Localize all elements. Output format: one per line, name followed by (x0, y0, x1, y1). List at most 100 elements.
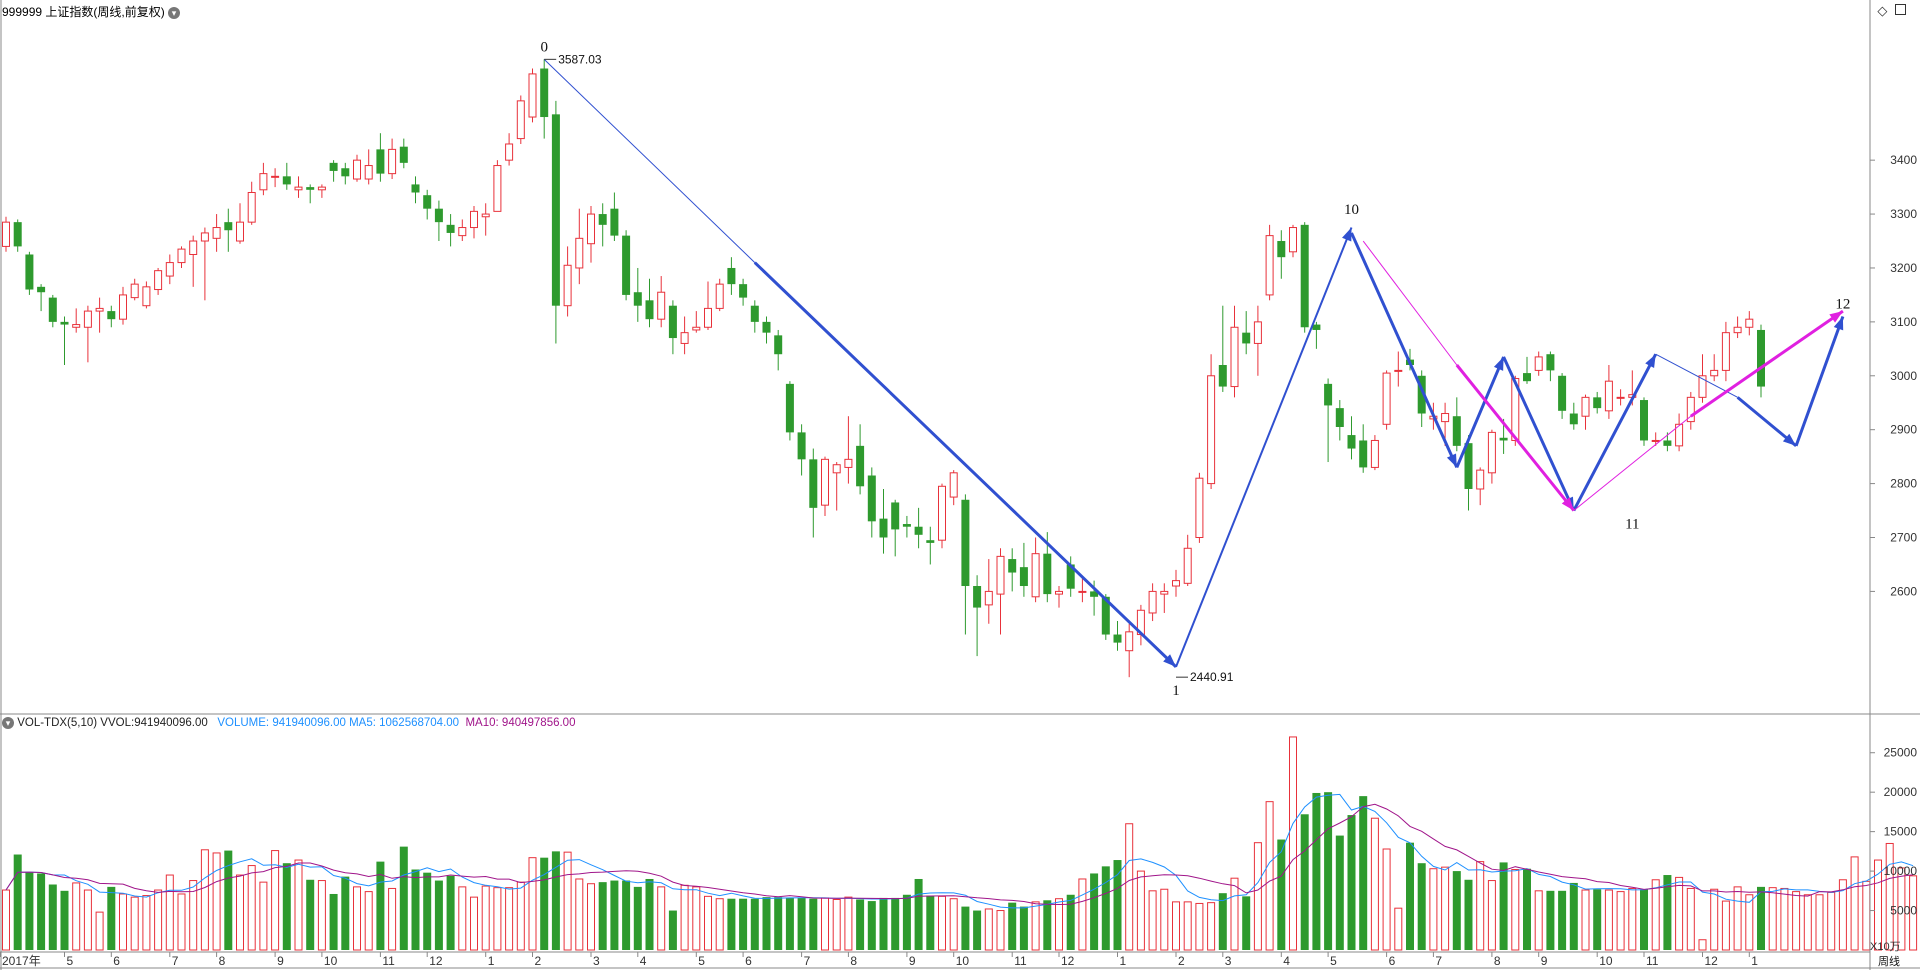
volume-bar (1546, 890, 1555, 950)
wave-arrowhead (1446, 453, 1457, 468)
chevron-down-icon[interactable]: ▾ (168, 6, 181, 19)
volume-bar (902, 894, 911, 950)
candle-body (1090, 591, 1099, 597)
annotation-label: 12 (1835, 296, 1850, 312)
candle-body (633, 292, 642, 306)
candle-body (1757, 329, 1765, 387)
volume-bar (329, 893, 338, 950)
volume-bar (785, 897, 794, 950)
wave-line (1362, 240, 1458, 366)
candle-body (1183, 547, 1192, 584)
candle-body (1487, 431, 1496, 474)
volume-bar (961, 906, 970, 950)
time-tick-label: 5 (67, 954, 74, 968)
candle-body (224, 222, 233, 231)
volume-tick-label: 5000 (1890, 904, 1917, 918)
candle-body (282, 176, 291, 185)
candle-body (271, 175, 280, 178)
candle-body (844, 458, 853, 468)
diamond-icon[interactable]: ◇ (1877, 3, 1888, 18)
candle-body (165, 262, 174, 277)
candle-body (60, 321, 69, 325)
candle-body (2, 221, 10, 247)
volume-bar (1464, 879, 1473, 950)
candle-body (434, 208, 443, 223)
volume-panel[interactable] (2, 736, 1918, 951)
volume-bar (177, 893, 186, 951)
volume-bar (797, 897, 806, 950)
ma5-line (5, 793, 1914, 909)
time-tick-label: 8 (1494, 954, 1501, 968)
candle-body (774, 335, 783, 355)
candle-body (528, 73, 537, 118)
time-tick-label: 8 (850, 954, 857, 968)
wave-arrowhead (1782, 433, 1797, 446)
volume-bar (1335, 835, 1344, 950)
candle-body (668, 305, 677, 339)
volume-bar (1019, 906, 1028, 950)
candle-body (1172, 580, 1180, 587)
volume-bar (1780, 887, 1789, 951)
volume-bar (528, 857, 537, 951)
candle-body (938, 485, 946, 541)
candle-body (1078, 590, 1087, 593)
window-controls: ◇ (1877, 3, 1906, 19)
annotation-label: 0 (540, 39, 548, 55)
volume-bar (1686, 887, 1695, 951)
volume-bar (692, 886, 701, 951)
candle-body (1523, 373, 1531, 382)
panel-toggle-icon[interactable] (1895, 4, 1906, 15)
wave-line (543, 58, 756, 263)
price-header: 999999 上证指数(周线,前复权) ▾ (2, 3, 181, 20)
volume-bar (610, 880, 619, 950)
price-panel[interactable]: 0 3587.03 1 2440.91 10 11 12 (2, 39, 1851, 699)
candle-body (797, 432, 806, 460)
volume-bar (587, 883, 595, 951)
volume-bar (189, 880, 198, 951)
volume-bar (1136, 870, 1145, 951)
volume-bar (200, 849, 209, 951)
wave-line (753, 261, 1178, 668)
candle-body (680, 332, 689, 344)
volume-bar (1347, 815, 1356, 950)
volume-bar (72, 882, 81, 951)
volume-tick-label: 15000 (1884, 825, 1918, 839)
candle-body (13, 222, 22, 247)
volume-bar (1815, 894, 1824, 951)
time-tick-label: 5 (1330, 954, 1337, 968)
price-tick-label: 2900 (1890, 423, 1917, 437)
wave-line (1350, 232, 1459, 469)
volume-value: 941940096.00 (272, 717, 346, 730)
volume-bar (1324, 792, 1333, 950)
volume-bar (1476, 861, 1485, 951)
candle-body (961, 499, 970, 587)
candle-body (317, 186, 326, 191)
volume-bar (832, 898, 841, 951)
time-tick-label: 3 (593, 954, 600, 968)
time-tick-label: 1 (488, 954, 495, 968)
candle-body (1207, 375, 1216, 485)
wave-arrowhead (1493, 356, 1504, 371)
volume-bar (2, 889, 10, 951)
volume-bar (1757, 886, 1765, 950)
volume-bar (1792, 891, 1801, 951)
volume-bar (1172, 901, 1180, 951)
period-label[interactable]: 周线 (1878, 956, 1900, 968)
vvol-label: VVOL: (100, 717, 135, 730)
time-tick-label: 8 (219, 954, 226, 968)
annotation-label: 2440.91 (1190, 670, 1234, 684)
volume-bar (423, 872, 432, 950)
volume-bar (481, 885, 490, 951)
volume-bar (1838, 879, 1847, 951)
time-tick-label: 10 (1599, 954, 1613, 968)
candle-body (1031, 553, 1040, 598)
chevron-down-icon[interactable]: ▾ (2, 717, 14, 729)
volume-bar (680, 884, 689, 951)
candle-body (1300, 224, 1309, 328)
candle-body (236, 221, 244, 242)
candle-body (107, 311, 116, 320)
candle-body (119, 294, 127, 320)
volume-bar (926, 895, 935, 950)
volume-bar (353, 886, 361, 951)
candle-body (130, 283, 139, 299)
